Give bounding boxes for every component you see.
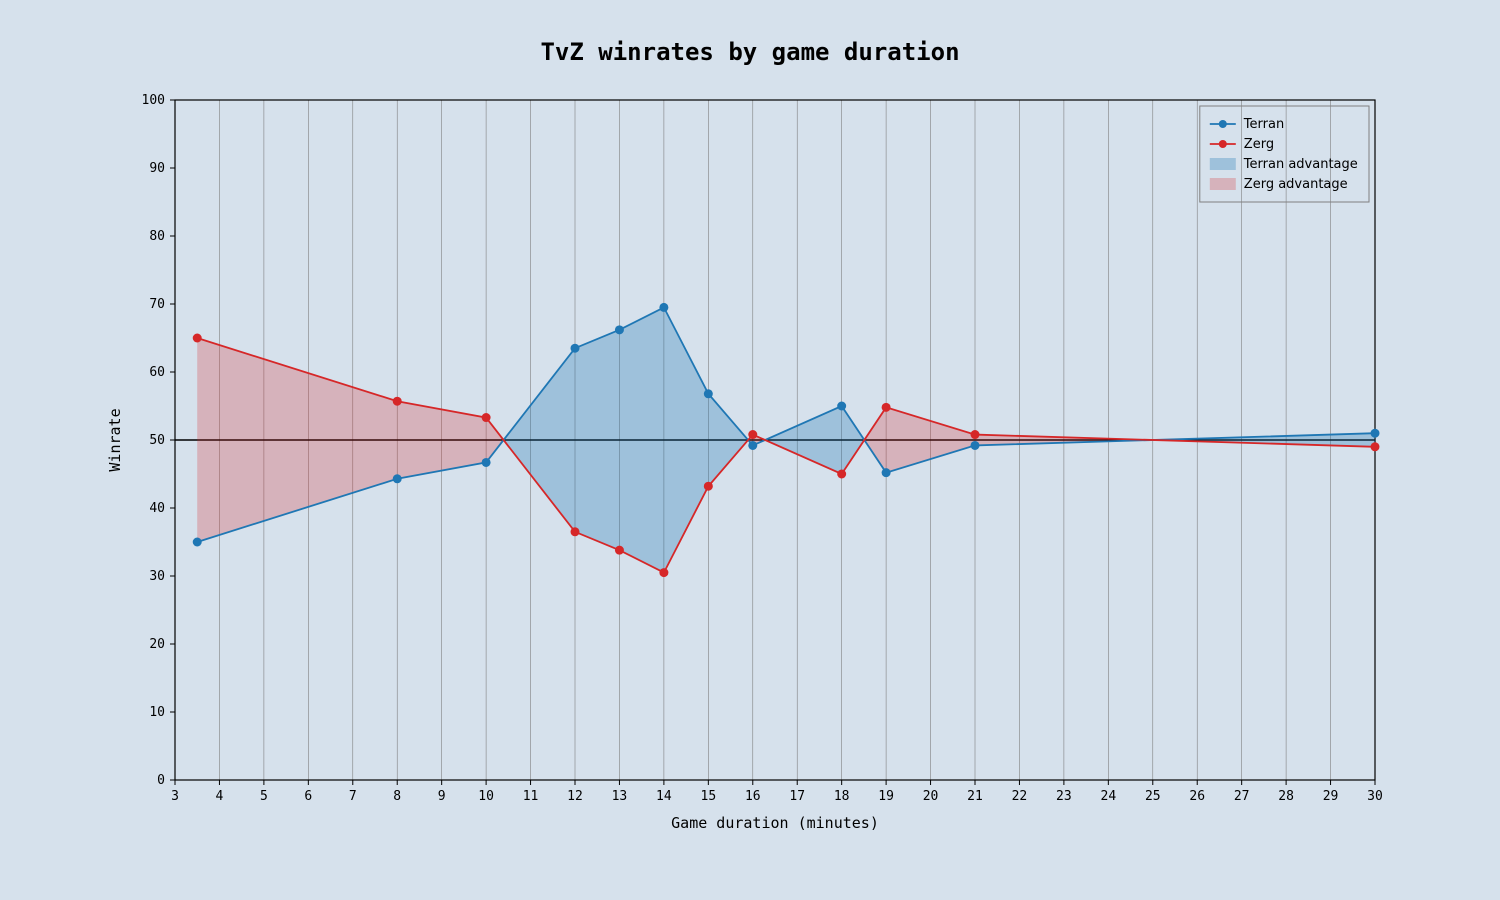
- y-tick-label: 0: [157, 773, 165, 788]
- series-marker-terran: [837, 402, 846, 411]
- legend-label: Zerg advantage: [1244, 177, 1348, 192]
- x-tick-label: 17: [789, 789, 805, 804]
- y-tick-label: 60: [149, 365, 165, 380]
- y-tick-label: 30: [149, 569, 165, 584]
- legend-label: Terran advantage: [1243, 157, 1358, 172]
- x-tick-label: 6: [304, 789, 312, 804]
- x-tick-label: 26: [1189, 789, 1205, 804]
- legend-label: Terran: [1243, 117, 1284, 132]
- x-tick-label: 11: [523, 789, 539, 804]
- y-tick-label: 20: [149, 637, 165, 652]
- x-tick-label: 28: [1278, 789, 1294, 804]
- series-marker-terran: [659, 303, 668, 312]
- series-marker-zerg: [704, 482, 713, 491]
- series-marker-terran: [748, 441, 757, 450]
- x-tick-label: 27: [1234, 789, 1250, 804]
- series-marker-terran: [704, 389, 713, 398]
- y-tick-label: 10: [149, 705, 165, 720]
- series-marker-terran: [482, 458, 491, 467]
- series-marker-terran: [393, 474, 402, 483]
- series-marker-zerg: [659, 568, 668, 577]
- x-tick-label: 3: [171, 789, 179, 804]
- chart-title: TvZ winrates by game duration: [540, 38, 959, 66]
- y-tick-label: 100: [142, 93, 165, 108]
- x-tick-label: 18: [834, 789, 850, 804]
- x-tick-label: 30: [1367, 789, 1383, 804]
- x-tick-label: 25: [1145, 789, 1161, 804]
- series-marker-terran: [1371, 429, 1380, 438]
- legend-label: Zerg: [1244, 137, 1274, 152]
- series-marker-zerg: [393, 397, 402, 406]
- legend: Terran Zerg Terran advantage Zerg advantage: [1200, 106, 1369, 202]
- y-tick-label: 70: [149, 297, 165, 312]
- y-tick-label: 90: [149, 161, 165, 176]
- series-marker-terran: [971, 441, 980, 450]
- y-tick-label: 80: [149, 229, 165, 244]
- x-tick-label: 22: [1012, 789, 1028, 804]
- x-tick-label: 29: [1323, 789, 1339, 804]
- series-marker-terran: [882, 468, 891, 477]
- series-marker-zerg: [193, 334, 202, 343]
- x-tick-label: 4: [216, 789, 224, 804]
- series-marker-zerg: [971, 430, 980, 439]
- x-tick-label: 12: [567, 789, 583, 804]
- y-tick-label: 50: [149, 433, 165, 448]
- x-tick-label: 15: [701, 789, 717, 804]
- x-tick-label: 5: [260, 789, 268, 804]
- series-marker-zerg: [482, 413, 491, 422]
- series-marker-terran: [571, 344, 580, 353]
- chart-container: 3 4 5 6 7 8 9 10 11 12 13 14 15 16 17 18 19 20 21 22 23 24 25 2…: [0, 0, 1500, 900]
- x-tick-label: 21: [967, 789, 983, 804]
- x-tick-label: 19: [878, 789, 894, 804]
- x-tick-label: 14: [656, 789, 672, 804]
- chart-svg: 3 4 5 6 7 8 9 10 11 12 13 14 15 16 17 18 19 20 21 22 23 24 25 2…: [0, 0, 1500, 900]
- series-marker-zerg: [1371, 442, 1380, 451]
- series-marker-zerg: [571, 527, 580, 536]
- y-tick-label: 40: [149, 501, 165, 516]
- y-axis-label: Winrate: [106, 408, 124, 471]
- series-marker-zerg: [748, 430, 757, 439]
- series-marker-terran: [193, 538, 202, 547]
- x-tick-label: 7: [349, 789, 357, 804]
- x-tick-label: 16: [745, 789, 761, 804]
- x-tick-label: 8: [393, 789, 401, 804]
- x-tick-label: 13: [612, 789, 628, 804]
- series-marker-terran: [615, 325, 624, 334]
- x-tick-label: 24: [1101, 789, 1117, 804]
- x-axis-label: Game duration (minutes): [671, 814, 879, 832]
- x-tick-label: 20: [923, 789, 939, 804]
- x-tick-label: 9: [438, 789, 446, 804]
- x-tick-label: 10: [478, 789, 494, 804]
- series-marker-zerg: [615, 546, 624, 555]
- series-marker-zerg: [837, 470, 846, 479]
- series-marker-zerg: [882, 403, 891, 412]
- x-tick-label: 23: [1056, 789, 1072, 804]
